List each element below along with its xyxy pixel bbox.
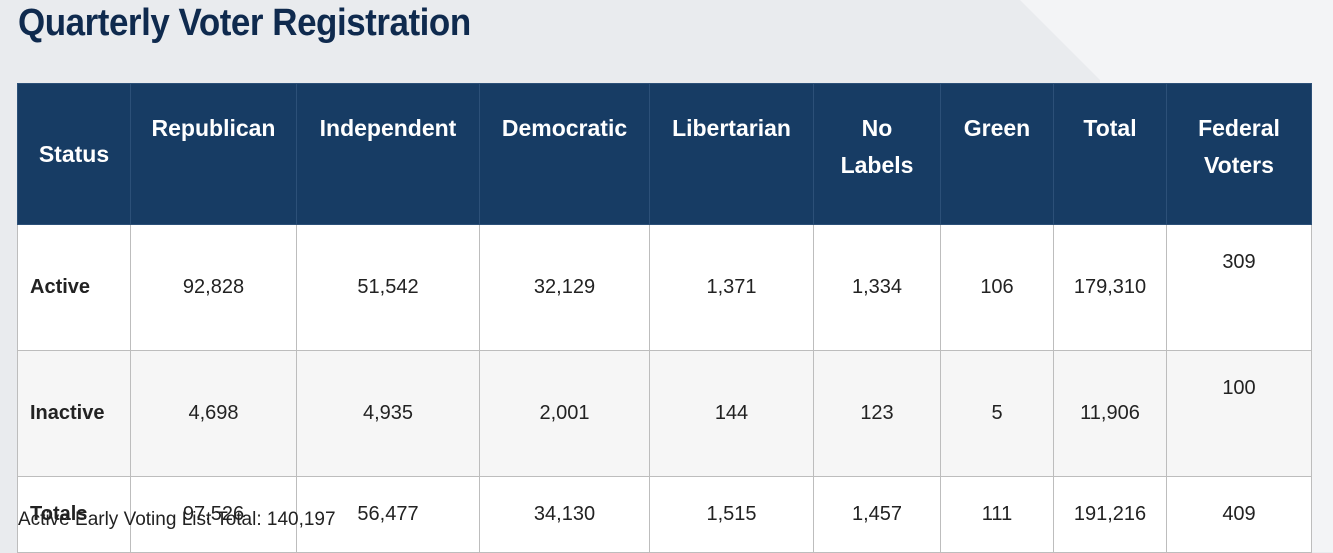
table-cell: 32,129 (479, 224, 650, 351)
table-cell: 100 (1166, 350, 1312, 477)
table-cell: 51,542 (296, 224, 480, 351)
column-header: No Labels (813, 83, 941, 225)
column-header: Republican (130, 83, 297, 225)
table-cell: 1,371 (649, 224, 814, 351)
table-cell: 106 (940, 224, 1054, 351)
registration-table: Status Republican Independent Democratic Lib… (17, 83, 1312, 553)
title: Quarterly Voter Registration (18, 2, 471, 44)
table-cell: 409 (1166, 476, 1312, 553)
table-cell: 5 (940, 350, 1054, 477)
table-cell: 4,935 (296, 350, 480, 477)
column-header: Total (1053, 83, 1167, 225)
row-label: Totals (17, 476, 131, 553)
header-row: Status Republican Independent Democratic Lib… (17, 83, 1312, 225)
table-row: Inactive 4,698 4,935 2,001 144 123 5 11,906 100 (17, 350, 1312, 477)
table-cell: 4,698 (130, 350, 297, 477)
column-header: Democratic (479, 83, 650, 225)
table-cell: 92,828 (130, 224, 297, 351)
column-header: Libertarian (649, 83, 814, 225)
column-header: Independent (296, 83, 480, 225)
table-cell: 144 (649, 350, 814, 477)
table-cell: 111 (940, 476, 1054, 553)
row-label: Inactive (17, 350, 131, 477)
column-header: Federal Voters (1166, 83, 1312, 225)
table-cell: 179,310 (1053, 224, 1167, 351)
footer-note: Active Early Voting List Total: 140,197 (18, 509, 336, 530)
table-cell: 1,457 (813, 476, 941, 553)
table-cell: 1,334 (813, 224, 941, 351)
table-cell: 191,216 (1053, 476, 1167, 553)
row-label: Active (17, 224, 131, 351)
table-row: Active 92,828 51,542 32,129 1,371 1,334 106 179… (17, 224, 1312, 351)
table-cell: 34,130 (479, 476, 650, 553)
column-header: Green (940, 83, 1054, 225)
table-cell: 123 (813, 350, 941, 477)
column-header: Status (17, 83, 131, 225)
table-cell: 2,001 (479, 350, 650, 477)
table-cell: 11,906 (1053, 350, 1167, 477)
table-cell: 1,515 (649, 476, 814, 553)
table-cell: 309 (1166, 224, 1312, 351)
table-body: Active 92,828 51,542 32,129 1,371 1,334 106 179… (17, 224, 1312, 553)
